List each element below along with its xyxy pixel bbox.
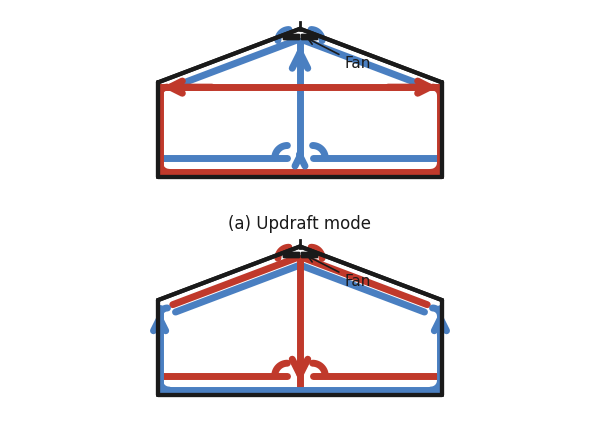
Bar bbox=[301, 34, 317, 39]
Bar bbox=[283, 252, 299, 257]
Bar bbox=[301, 252, 317, 257]
Text: Fan: Fan bbox=[308, 256, 371, 289]
Bar bbox=[283, 34, 299, 39]
Bar bbox=[301, 34, 317, 39]
Text: (a) Updraft mode: (a) Updraft mode bbox=[229, 215, 371, 233]
Bar bbox=[283, 34, 299, 39]
Text: Fan: Fan bbox=[308, 39, 371, 71]
Bar bbox=[301, 252, 317, 257]
Bar bbox=[283, 252, 299, 257]
